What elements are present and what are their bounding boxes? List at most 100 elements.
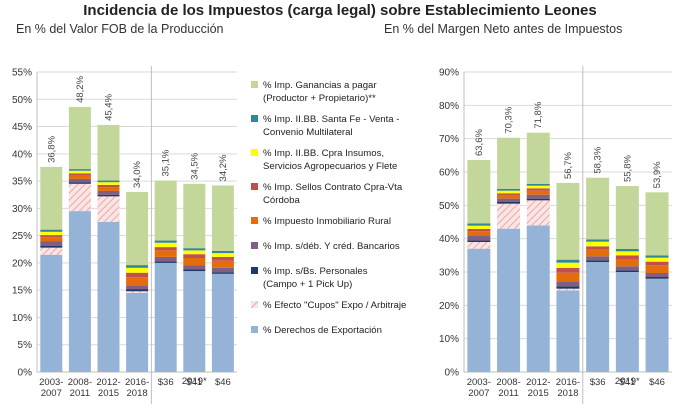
bar-segment [586, 262, 610, 372]
bar-segment [68, 183, 91, 212]
y-tick-label: 50% [439, 201, 459, 212]
bar-segment [467, 240, 491, 242]
category-label: 2008- [68, 377, 92, 388]
bar-segment [211, 260, 234, 268]
y-tick-label: 30% [12, 204, 32, 215]
category-label: $41 [619, 377, 635, 388]
bar-segment [183, 269, 206, 272]
bar-segment [615, 259, 639, 267]
bar-segment [556, 183, 580, 260]
bar-segment [497, 195, 521, 199]
bar-segment [183, 271, 206, 372]
y-tick-label: 60% [439, 168, 459, 179]
legend-label: (Campo + 1 Pick Up) [263, 279, 352, 290]
category-label: 2011 [498, 388, 518, 399]
y-tick-label: 45% [12, 122, 32, 133]
legend-swatch [251, 115, 258, 122]
bar-segment [154, 256, 177, 262]
legend-swatch [251, 81, 258, 88]
bar-segment [211, 256, 234, 261]
total-data-label: 53,9% [652, 161, 663, 188]
legend-swatch [251, 183, 258, 190]
bar-segment [467, 248, 491, 372]
bar-segment [467, 223, 491, 226]
bar-segment [615, 255, 639, 259]
category-label: 2003- [39, 377, 63, 388]
bar-segment [154, 250, 177, 257]
bar-segment [183, 265, 206, 270]
bar-segment [183, 254, 206, 258]
legend-swatch [251, 326, 258, 333]
y-tick-label: 90% [439, 68, 459, 79]
bar-segment [154, 262, 177, 372]
category-label: 2016- [556, 377, 580, 388]
bar-segment [126, 277, 149, 286]
legend-swatch [251, 217, 258, 224]
bar-segment [645, 261, 669, 266]
total-data-label: 36,8% [46, 135, 57, 162]
bar-segment [586, 241, 610, 247]
total-data-label: 63,6% [474, 129, 485, 156]
chart-title: Incidencia de los Impuestos (carga legal… [83, 2, 597, 19]
y-tick-label: 40% [439, 234, 459, 245]
bar-segment [40, 237, 63, 242]
total-data-label: 34,5% [189, 152, 200, 179]
category-label: $36 [590, 377, 606, 388]
bar-segment [126, 292, 149, 372]
bar-segment [526, 184, 550, 186]
bar-segment [211, 267, 234, 273]
category-label: 2018 [557, 388, 578, 399]
bar-segment [211, 185, 234, 251]
total-data-label: 55,8% [622, 155, 633, 182]
category-label: 2018 [127, 388, 148, 399]
bar-segment [497, 202, 521, 204]
bar-segment [615, 186, 639, 249]
bar-segment [467, 225, 491, 229]
bar-segment [211, 272, 234, 274]
category-label: 2015 [528, 388, 549, 399]
total-data-label: 34,0% [132, 161, 143, 188]
bar-segment [556, 290, 580, 372]
bar-segment [467, 160, 491, 224]
legend-label: % Efecto "Cupos" Expo / Arbitraje [263, 300, 406, 311]
bar-segment [183, 248, 206, 251]
legend-swatch [251, 301, 258, 308]
bar-segment [615, 270, 639, 272]
bar-segment [615, 266, 639, 271]
category-label: 2012- [526, 377, 550, 388]
y-tick-label: 25% [12, 231, 32, 242]
legend-label: Servicios Agropecuarios y Flete [263, 161, 397, 172]
category-label: 2007 [41, 388, 62, 399]
y-tick-label: 20% [12, 258, 32, 269]
bar-segment [645, 192, 669, 256]
category-label: 2015 [98, 388, 119, 399]
bar-segment [154, 261, 177, 263]
bar-segment [68, 211, 91, 372]
bar-segment [154, 240, 177, 243]
bar-segment [211, 273, 234, 372]
bar-segment [556, 259, 580, 263]
bar-segment [126, 291, 149, 293]
bar-segment [615, 251, 639, 256]
bar-segment [645, 255, 669, 258]
bar-segment [467, 231, 491, 236]
y-tick-label: 80% [439, 101, 459, 112]
y-tick-label: 5% [18, 340, 33, 351]
total-data-label: 45,4% [104, 93, 115, 120]
bar-segment [556, 262, 580, 268]
bar-segment [645, 277, 669, 279]
bar-segment [68, 178, 91, 183]
bar-segment [526, 198, 550, 201]
bar-segment [526, 200, 550, 226]
total-data-label: 48,2% [75, 75, 86, 102]
legend-label: % Imp. II.BB. Santa Fe - Venta - [263, 114, 400, 125]
category-label: 2007 [468, 388, 489, 399]
bar-segment [40, 254, 63, 372]
category-label: $46 [649, 377, 665, 388]
legend-label: % Imp. Sellos Contrato Cpra-Vta [263, 182, 403, 193]
total-data-label: 56,7% [563, 152, 574, 179]
bar-segment [615, 272, 639, 372]
legend-label: % Derechos de Exportación [263, 325, 382, 336]
total-data-label: 70,3% [504, 106, 515, 133]
legend-label: % Imp. II.BB. Cpra Insumos, [263, 148, 384, 159]
